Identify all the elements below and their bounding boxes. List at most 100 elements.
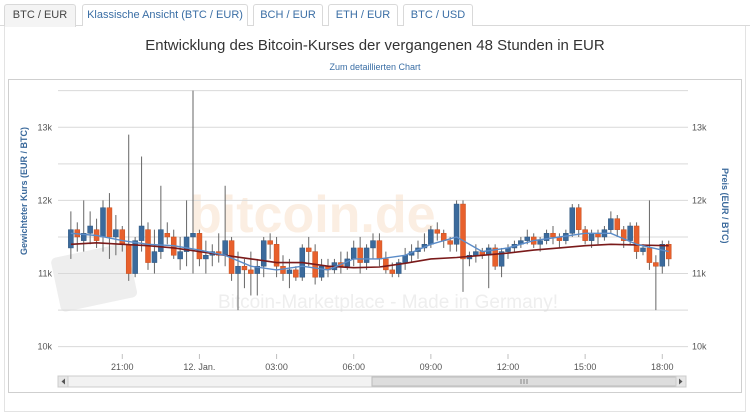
candle [74,222,81,252]
y-tick-label-right: 11k [692,269,706,279]
candle-body [164,233,171,238]
candle [556,233,563,248]
candle [254,258,261,296]
candle [608,211,614,234]
candle-body [260,240,267,267]
candle-body [389,269,396,274]
candle [170,229,177,259]
y-axis-right-label: Preis (EUR / BTC) [720,168,730,244]
candle-body [653,262,659,267]
tab-klassische-ansicht[interactable]: Klassische Ansicht (BTC / EUR) [82,4,248,26]
candle [305,236,312,267]
y-tick-label-left: 11k [38,269,52,279]
watermark-tagline: Bitcoin-Marketplace - Made in Germany! [218,292,558,313]
candle [113,215,119,256]
x-tick-label: 15:00 [574,362,597,372]
scroll-left-arrow-icon [61,378,65,385]
candle-body [550,233,556,238]
candle-body [357,247,363,263]
candle [569,204,576,237]
candle-body [569,207,576,234]
candle-body [248,269,254,274]
candle [575,204,582,237]
x-tick-label: 21:00 [111,362,134,372]
x-tick-label: 03:00 [265,362,288,372]
candle-body [241,265,248,271]
candle [633,222,640,259]
tab-btc-usd[interactable]: BTC / USD [403,4,473,26]
candle-body [106,207,113,238]
tab-bar: BTC / EUR Klassische Ansicht (BTC / EUR)… [0,0,750,27]
candle-body [125,244,132,274]
chart-panel [4,26,746,412]
candle-body [363,247,370,263]
candle [492,244,498,270]
candle [627,222,633,245]
candle-body [235,265,241,274]
candle [518,236,524,248]
candle [132,236,138,278]
candle [383,251,389,274]
navigator-scrollbar[interactable] [57,375,687,388]
tab-btc-eur[interactable]: BTC / EUR [4,4,76,27]
candle-body [614,218,621,230]
candle [286,258,293,289]
candle [466,251,473,267]
candle [203,240,209,274]
candle [402,247,408,270]
candle [595,229,601,245]
candle-body [620,229,627,241]
candle [498,247,505,278]
candle-body [254,265,261,274]
detailed-chart-link[interactable]: Zum detaillierten Chart [329,62,421,72]
candle-body [460,203,466,260]
candle-body [575,207,582,230]
candle [164,222,171,245]
candle-body [608,218,614,230]
y-tick-label-right: 10k [692,342,707,352]
candle-body [305,247,312,252]
candle [318,258,325,281]
candle-body [151,251,158,263]
candle [183,200,190,267]
candle-body [588,233,595,241]
y-axis-right: 10k 11k 12k 13k [692,122,707,351]
wallet-logo-icon [51,243,138,312]
candle-body [132,240,138,274]
candle [125,134,132,281]
candle [138,156,145,252]
candle-body [492,247,498,267]
x-tick-label: 12:00 [497,362,520,372]
candle-body [582,229,588,241]
candle [260,236,267,278]
candle [350,240,357,267]
candle [293,266,299,281]
tab-eth-eur[interactable]: ETH / EUR [328,4,398,26]
candle-body [537,240,543,245]
scrollbar-grip-icon [520,379,528,384]
candle-body [113,229,119,238]
y-axis-left: 10k 11k 12k 13k [37,122,52,351]
candle-body [498,251,505,267]
candle-body [640,247,646,252]
candle [325,258,331,278]
candle-body [196,233,203,260]
candle [543,229,550,245]
candle-body [183,236,190,252]
scroll-right-arrow-icon [679,378,683,385]
candle-body [350,247,357,260]
x-tick-label: 06:00 [342,362,365,372]
candle [434,222,441,241]
chart-frame [8,79,742,393]
x-tick-label: 12. Jan. [183,362,215,372]
weighted-line [70,232,669,271]
candle [479,247,486,259]
y-tick-label-right: 13k [692,122,707,132]
candle-body [177,251,183,260]
candle [363,244,370,270]
tab-bch-eur[interactable]: BCH / EUR [253,4,323,26]
candle-body [100,207,106,238]
candle [653,255,659,311]
y-tick-label-left: 13k [37,122,52,132]
